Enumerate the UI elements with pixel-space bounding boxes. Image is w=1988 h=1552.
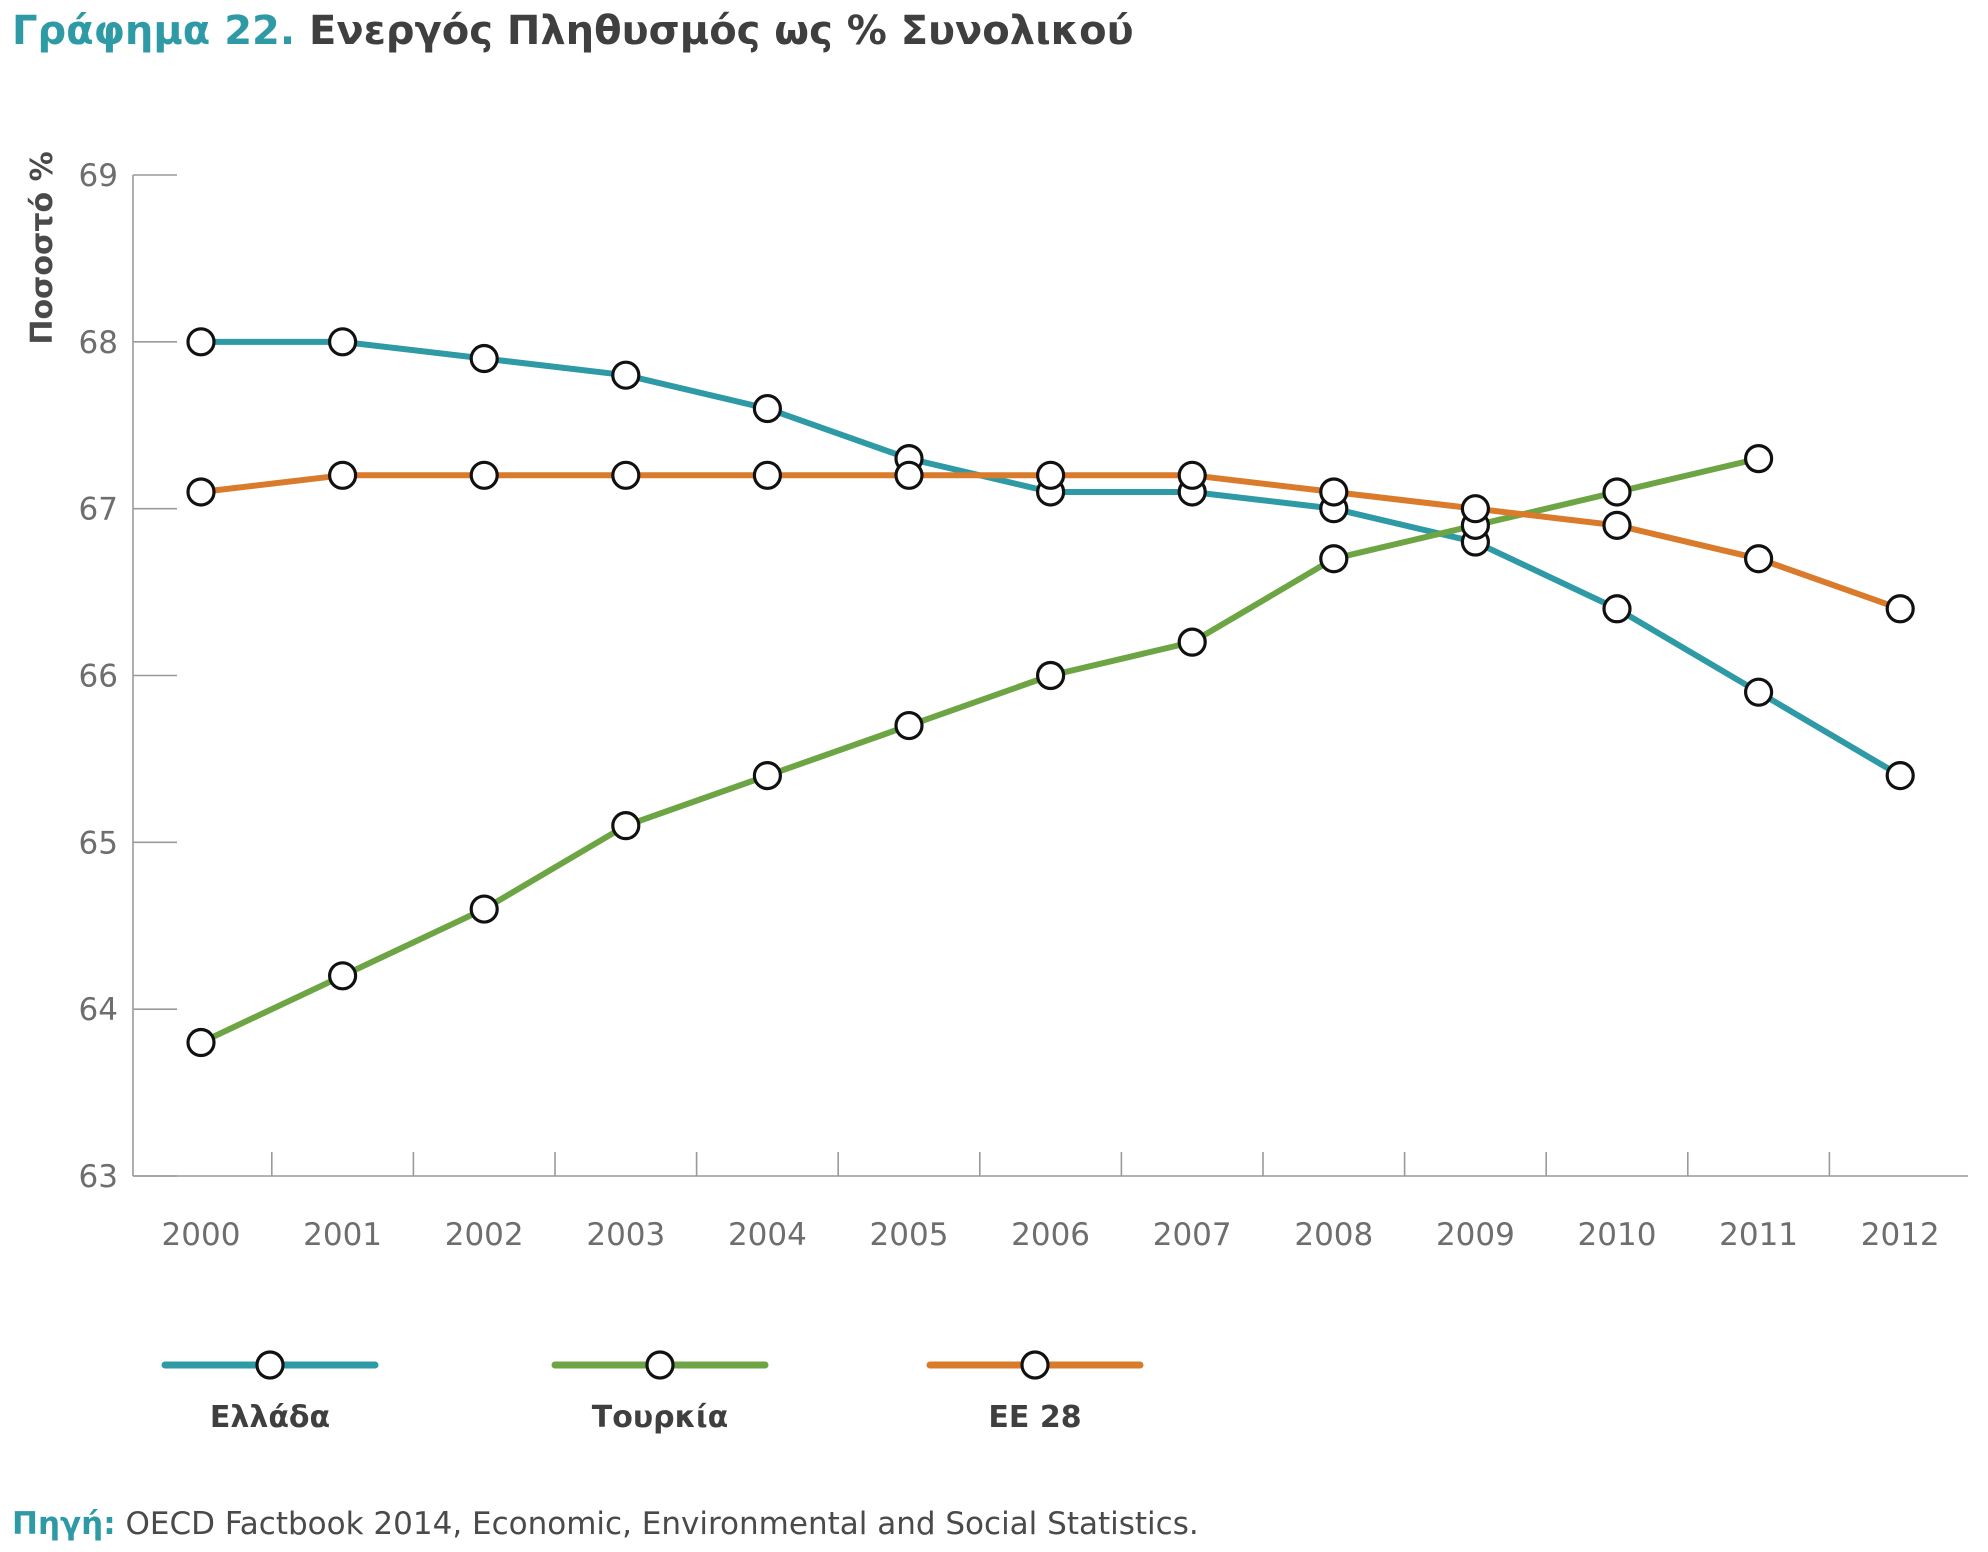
data-point (469, 460, 499, 490)
x-tick-label: 2005 (870, 1217, 949, 1253)
x-tick-label: 2012 (1861, 1217, 1940, 1253)
legend-marker (255, 1350, 285, 1380)
data-point (1319, 477, 1349, 507)
data-point (469, 343, 499, 374)
data-point (1319, 544, 1349, 574)
data-point (1743, 444, 1774, 474)
x-tick-label: 2008 (1294, 1217, 1373, 1253)
y-tick-label: 64 (79, 992, 118, 1028)
data-point (1602, 477, 1632, 507)
y-tick-label: 68 (79, 325, 118, 361)
data-point (894, 710, 924, 741)
data-point (328, 460, 358, 490)
data-point (1035, 460, 1066, 490)
data-point (1602, 510, 1632, 540)
data-point (611, 460, 641, 490)
data-point (186, 477, 216, 507)
data-point (611, 360, 641, 390)
x-tick-label: 2009 (1436, 1217, 1515, 1253)
x-tick-label: 2001 (303, 1217, 382, 1253)
data-point (752, 460, 783, 490)
data-point (1460, 494, 1491, 524)
data-point (752, 760, 783, 791)
y-tick-label: 66 (79, 659, 118, 695)
chart-title: Γράφημα 22. Ενεργός Πληθυσμός ως % Συνολ… (12, 8, 1134, 54)
data-point (752, 393, 783, 424)
data-point (469, 894, 499, 924)
data-point (1035, 660, 1066, 691)
legend-marker (645, 1350, 675, 1380)
x-tick-label: 2006 (1011, 1217, 1090, 1253)
data-point (328, 961, 358, 991)
x-tick-label: 2010 (1578, 1217, 1657, 1253)
x-tick-label: 2004 (728, 1217, 807, 1253)
data-point (1743, 677, 1774, 707)
y-tick-label: 63 (79, 1159, 118, 1195)
x-tick-label: 2011 (1719, 1217, 1798, 1253)
y-tick-label: 69 (79, 158, 118, 194)
chart-title-text: Ενεργός Πληθυσμός ως % Συνολικού (309, 8, 1134, 54)
x-tick-label: 2003 (586, 1217, 665, 1253)
data-point (328, 327, 358, 357)
source-label: Πηγή: (12, 1506, 116, 1542)
source-text: OECD Factbook 2014, Economic, Environmen… (125, 1506, 1199, 1542)
data-point (1743, 544, 1774, 574)
chart-number: Γράφημα 22. (12, 8, 296, 54)
x-tick-label: 2002 (445, 1217, 524, 1253)
x-tick-label: 2000 (162, 1217, 241, 1253)
data-point (186, 327, 216, 357)
legend-marker (1020, 1350, 1050, 1380)
y-tick-label: 67 (79, 492, 118, 528)
y-tick-label: 65 (79, 825, 118, 861)
series-line-1 (198, 455, 1762, 1046)
x-tick-label: 2007 (1153, 1217, 1232, 1253)
y-axis-title: Ποσοστό % (25, 151, 60, 344)
series-line-0 (198, 338, 1904, 779)
data-point (1177, 627, 1207, 657)
data-point (611, 811, 641, 841)
data-point (1885, 760, 1915, 791)
data-point (1885, 594, 1915, 624)
data-point (1602, 594, 1632, 624)
source-note: Πηγή: OECD Factbook 2014, Economic, Envi… (12, 1506, 1199, 1542)
data-point (894, 460, 924, 490)
data-point (1177, 460, 1207, 490)
data-point (186, 1027, 216, 1058)
